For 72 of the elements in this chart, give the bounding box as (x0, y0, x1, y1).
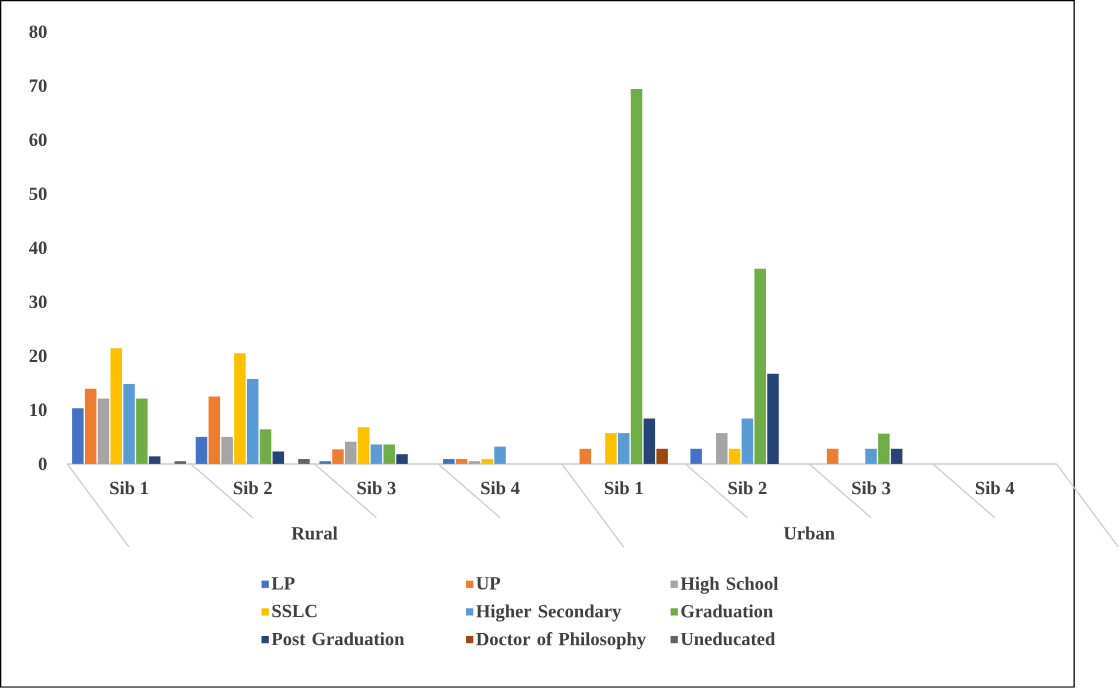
x-tick-label: Sib 1 (110, 481, 148, 495)
x-tick-label: Sib 4 (975, 481, 1015, 495)
x-tick-label: Sib 1 (604, 481, 643, 495)
bar (84, 388, 97, 465)
bar (826, 448, 839, 465)
bar (455, 459, 468, 465)
x-tick-label: Sib 2 (728, 481, 767, 495)
bar (741, 418, 754, 465)
bar (357, 427, 370, 465)
y-tick-label: 70 (29, 79, 47, 93)
bar (690, 448, 702, 465)
bar (396, 454, 408, 465)
legend-label: UP (476, 577, 501, 590)
bar (728, 448, 741, 465)
legend-label: Doctor of Philosophy (476, 632, 646, 650)
bar (148, 456, 161, 465)
legend-label: Uneducated (680, 632, 776, 646)
bar (345, 441, 357, 465)
legend-label: Higher Secondary (476, 604, 622, 622)
bar (246, 379, 259, 465)
bar (234, 353, 246, 465)
bar (767, 373, 779, 465)
bar (332, 449, 344, 465)
bar (272, 451, 285, 465)
bar (195, 437, 208, 465)
x-tick-label: Sib 3 (357, 481, 396, 495)
bar (259, 429, 272, 465)
bar (605, 433, 617, 465)
y-tick-label: 50 (29, 187, 47, 201)
legend-label: Post Graduation (271, 632, 405, 646)
y-tick-label: 60 (29, 133, 47, 147)
bar (494, 446, 506, 465)
x-tick-label: Sib 4 (481, 481, 520, 495)
bar (630, 89, 643, 465)
bar (890, 448, 903, 465)
x-tick-label: Sib 2 (233, 481, 272, 495)
bar (136, 398, 148, 465)
y-tick-label: 80 (29, 25, 47, 39)
bar (110, 348, 123, 465)
text: Rural (291, 526, 338, 540)
y-tick-label: 40 (29, 241, 47, 255)
bar (97, 398, 110, 465)
legend-label: SSLC (272, 604, 317, 618)
legend-label: LP (271, 577, 295, 590)
bar (72, 408, 84, 465)
bar (617, 433, 630, 465)
bar (370, 444, 383, 465)
bar (174, 461, 187, 465)
bar (865, 448, 877, 465)
y-tick-label: 0 (38, 457, 47, 471)
bar (643, 418, 656, 465)
bar (468, 461, 481, 465)
bar (656, 448, 668, 465)
bar (716, 433, 728, 465)
bar (754, 269, 766, 465)
bar (383, 444, 395, 465)
bar (208, 396, 221, 465)
bar (481, 459, 494, 465)
legend-label: Graduation (681, 604, 773, 618)
x-tick-label: Sib 3 (852, 481, 891, 495)
bar (123, 384, 135, 465)
legend-label: High School (680, 577, 779, 594)
bar (443, 459, 455, 465)
bar (579, 448, 592, 465)
bar (878, 433, 890, 465)
y-tick-label: 30 (29, 295, 47, 309)
y-tick-label: 10 (30, 403, 47, 417)
text: Urban (783, 526, 835, 540)
bar (319, 461, 331, 465)
y-tick-label: 20 (29, 349, 47, 363)
bar (298, 459, 310, 465)
bar (221, 437, 233, 465)
